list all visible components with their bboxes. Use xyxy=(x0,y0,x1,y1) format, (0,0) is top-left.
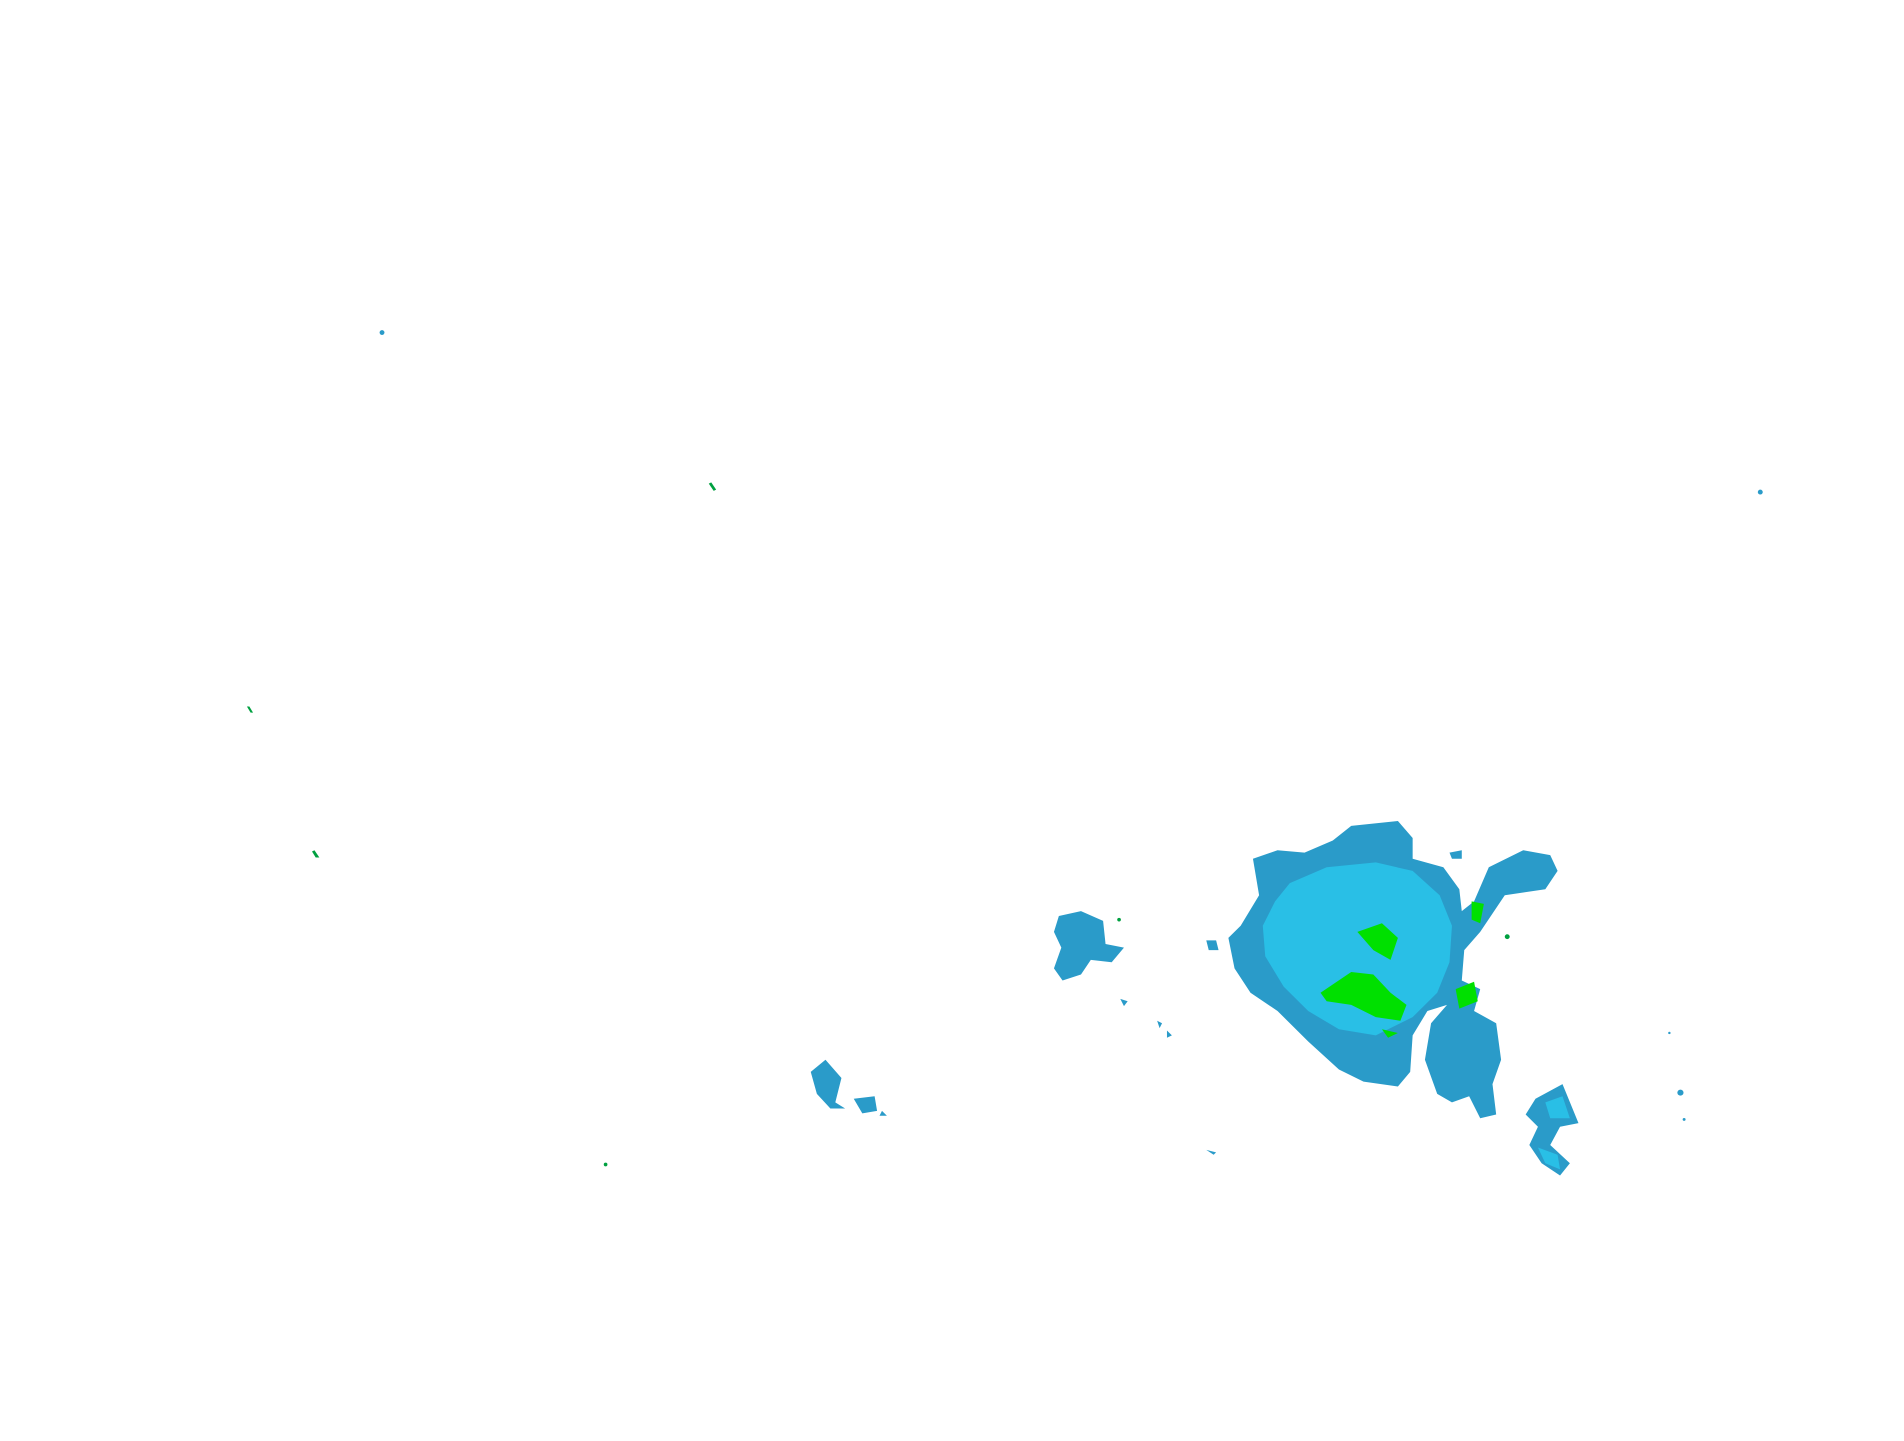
echo-dot xyxy=(1117,917,1121,922)
echo-dot xyxy=(603,1162,608,1167)
echo-dot xyxy=(1757,489,1763,495)
radar-echo-main xyxy=(1228,820,1579,1176)
echo-dot xyxy=(1504,934,1510,940)
echo-streak xyxy=(246,706,254,713)
echo-streak xyxy=(708,482,717,491)
echo-dot xyxy=(379,330,385,335)
echo-streak xyxy=(312,850,320,858)
echo-dot xyxy=(1668,1031,1671,1035)
echo-dot xyxy=(1682,1117,1686,1121)
echo-inner xyxy=(1262,862,1452,1036)
echo-core xyxy=(1320,901,1484,1038)
echo-se-inner xyxy=(1537,1096,1570,1170)
echo-cell xyxy=(1053,911,1124,981)
echo-cell xyxy=(810,1059,887,1116)
radar-echo-small xyxy=(379,330,1763,1155)
radar-echo-green xyxy=(246,482,1510,1167)
echo-dot xyxy=(1677,1089,1684,1096)
